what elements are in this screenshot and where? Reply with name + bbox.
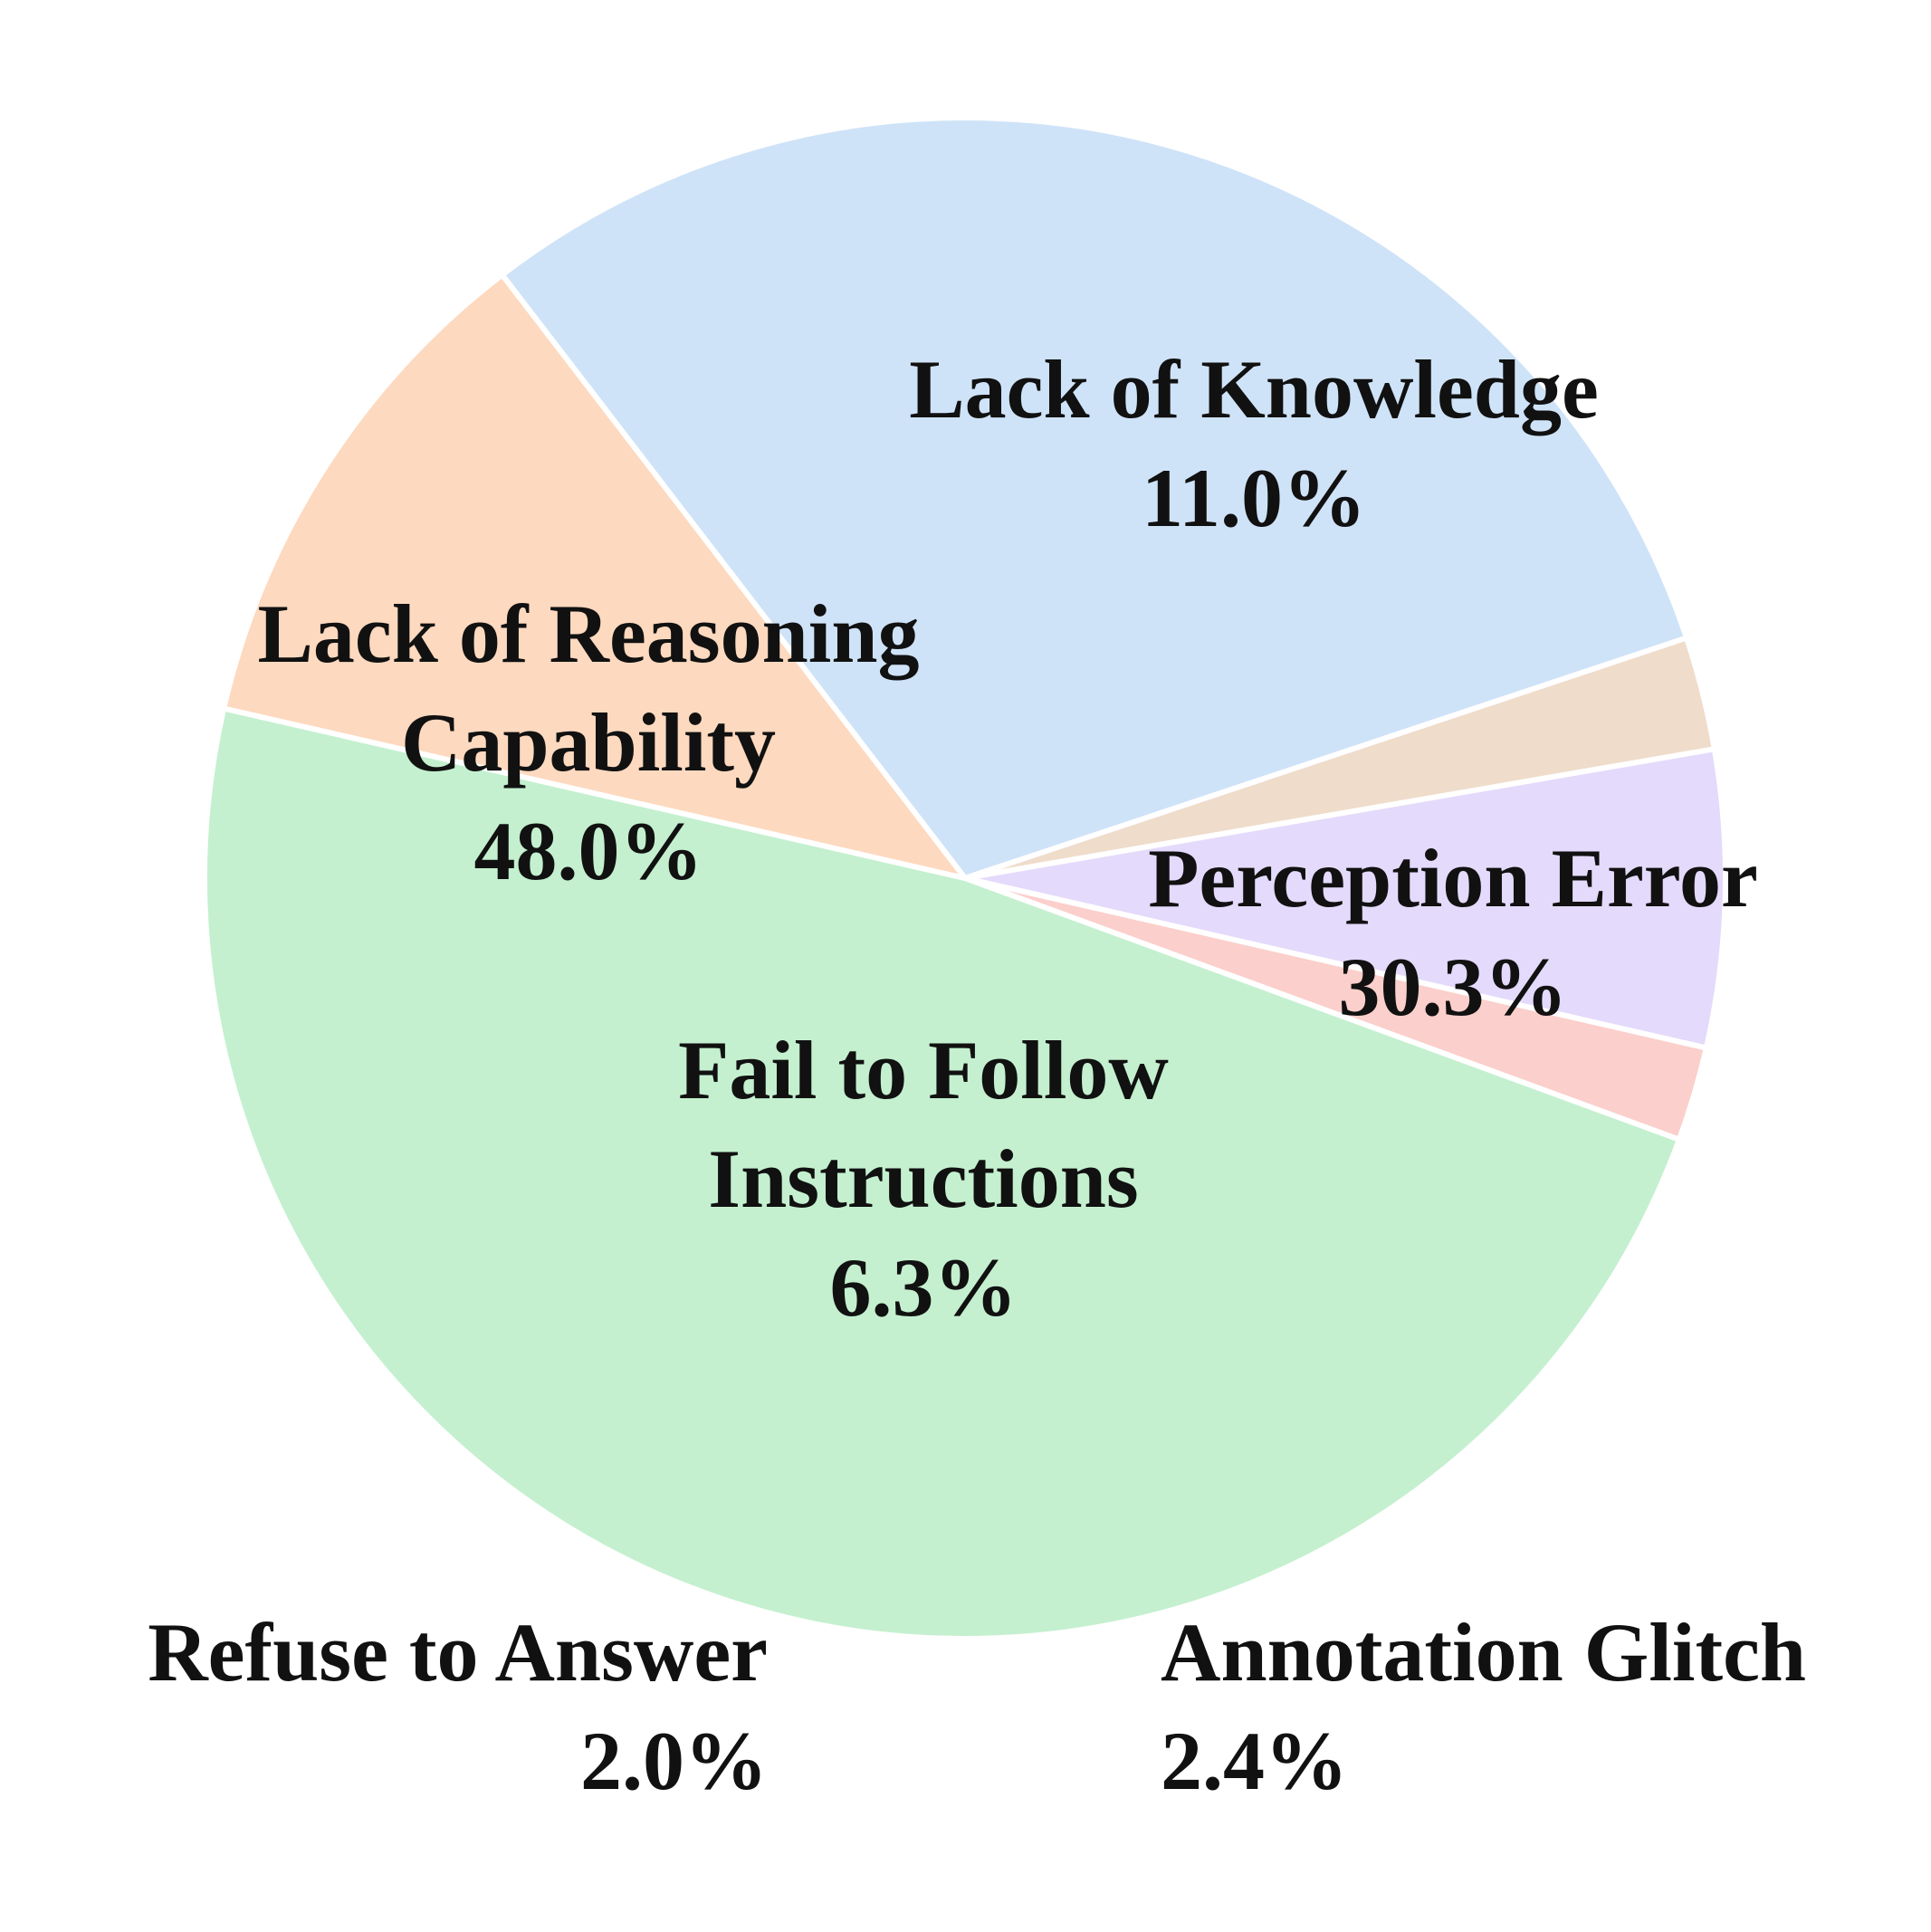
slice-label-perception-error: Perception Error	[1148, 832, 1758, 924]
pie-labels: Perception Error 30.3% Annotation Glitch 2.…	[148, 343, 1806, 1807]
slice-label-fail-to-follow-instructions: Instructions	[708, 1133, 1138, 1225]
slice-value-fail-to-follow-instructions: 6.3%	[830, 1241, 1018, 1334]
slice-label-annotation-glitch: Annotation Glitch	[1161, 1606, 1806, 1698]
slice-value-perception-error: 30.3%	[1339, 941, 1568, 1033]
pie-slices	[202, 115, 1728, 1641]
slice-label-lack-of-reasoning-capability: Lack of Reasoning	[258, 588, 920, 680]
slice-label-fail-to-follow-instructions: Fail to Follow	[678, 1024, 1169, 1116]
slice-label-refuse-to-answer: Refuse to Answer	[148, 1606, 768, 1698]
pie-slice-fail-to-follow-instructions	[962, 746, 1728, 1051]
slice-label-lack-of-knowledge: Lack of Knowledge	[909, 343, 1599, 435]
pie-slice-perception-error	[499, 115, 1689, 881]
slice-value-lack-of-knowledge: 11.0%	[1142, 452, 1366, 544]
pie-slice-lack-of-knowledge	[221, 272, 968, 881]
slice-value-refuse-to-answer: 2.0%	[580, 1715, 768, 1807]
pie-slice-lack-of-reasoning-capability	[202, 705, 1682, 1641]
slice-value-lack-of-reasoning-capability: 48.0%	[474, 805, 703, 897]
slice-label-lack-of-reasoning-capability: Capability	[401, 696, 776, 789]
slice-value-annotation-glitch: 2.4%	[1161, 1715, 1348, 1807]
